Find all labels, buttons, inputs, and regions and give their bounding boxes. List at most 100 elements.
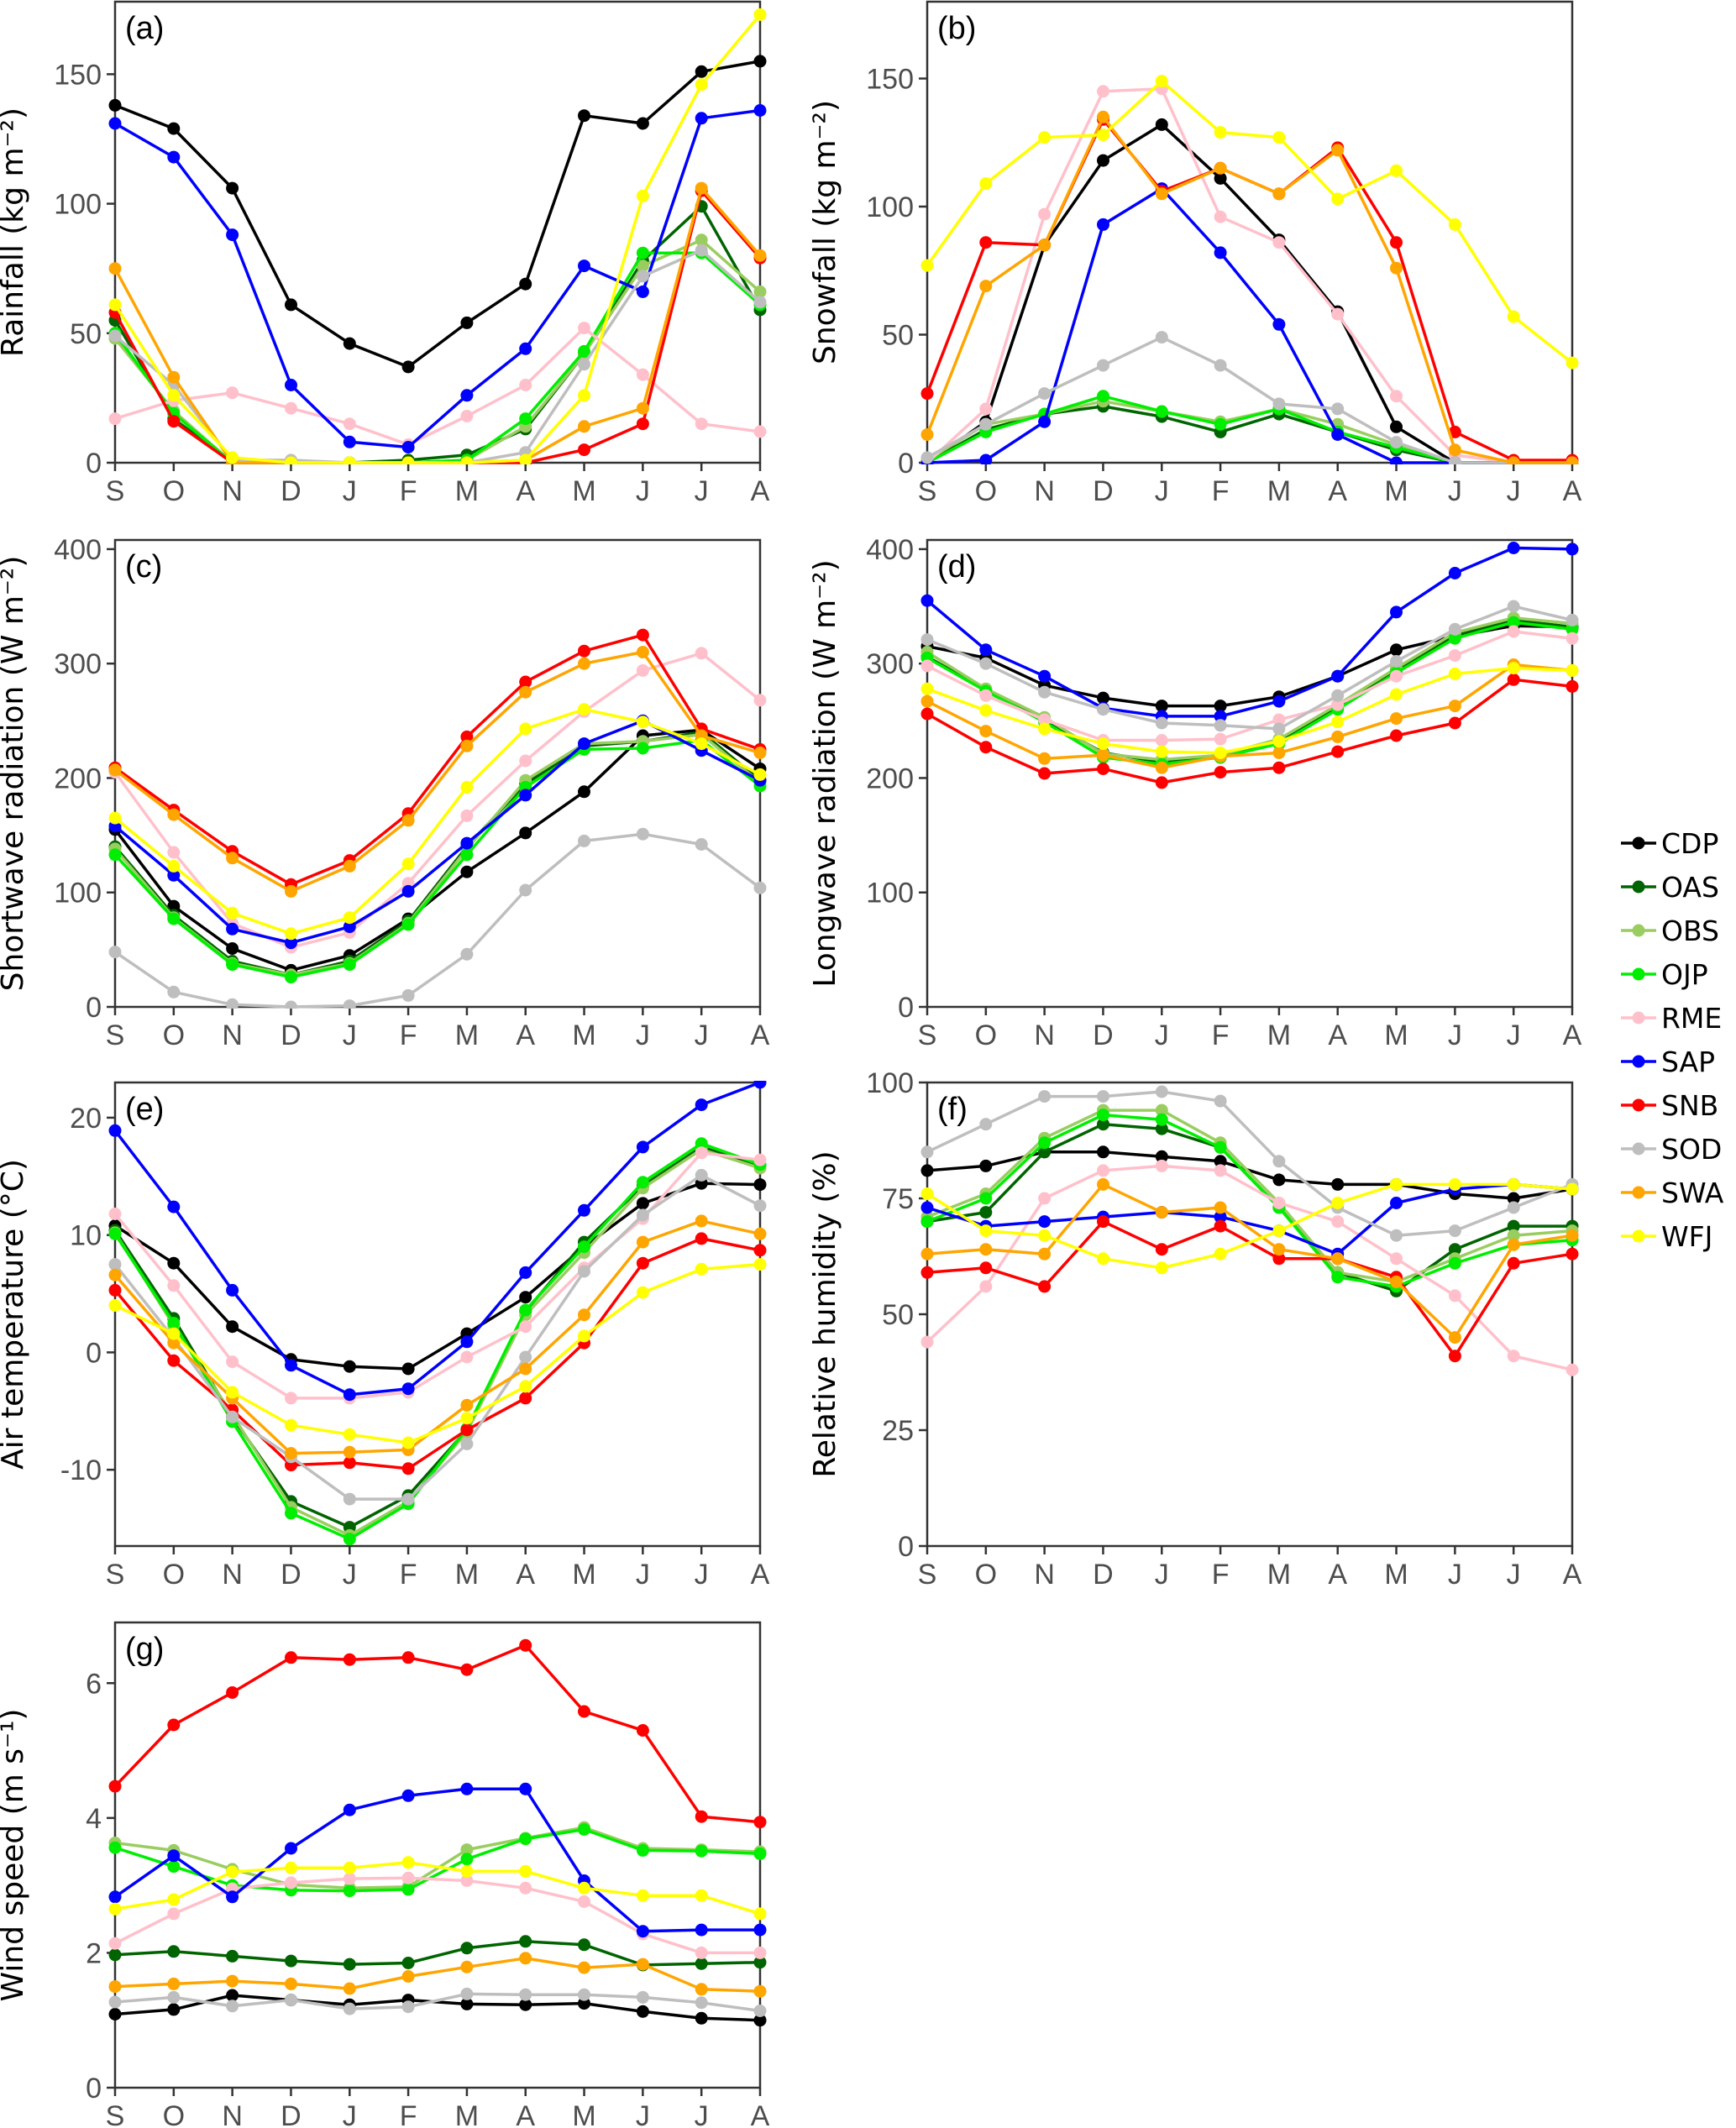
x-tick-label: N bbox=[1034, 475, 1055, 507]
x-tick-label: D bbox=[1093, 1559, 1114, 1591]
series-line-SWA bbox=[113, 1219, 761, 1455]
data-point-SAP bbox=[578, 259, 590, 273]
panel-d: 0 100 200 300 400 S O N D J F M A M J J A Longwave radiat… bbox=[808, 534, 1582, 1051]
legend-label: OJP bbox=[1661, 958, 1708, 991]
data-point-OJP bbox=[1214, 1140, 1227, 1154]
series-line-RME bbox=[926, 1164, 1573, 1371]
data-point-SOD bbox=[1038, 685, 1052, 699]
panel-c: 0 100 200 300 400 S O N D J F M A M J J A Shortwave radia… bbox=[0, 534, 770, 1051]
data-point-RME bbox=[753, 1153, 767, 1166]
data-point-SOD bbox=[108, 946, 122, 959]
data-point-SAP bbox=[1331, 428, 1345, 441]
series-WFJ bbox=[108, 1258, 767, 1449]
x-tick-label: M bbox=[455, 1559, 479, 1591]
data-point-RME bbox=[519, 754, 532, 768]
data-point-SAP bbox=[460, 1335, 474, 1349]
data-point-SWA bbox=[285, 884, 297, 898]
data-point-SAP bbox=[695, 1098, 708, 1112]
series-SOD bbox=[108, 1987, 767, 2017]
data-point-SOD bbox=[343, 2002, 356, 2015]
data-point-SOD bbox=[578, 1988, 590, 2001]
x-tick-label: J bbox=[1155, 475, 1169, 507]
data-point-SWA bbox=[695, 1983, 708, 1996]
data-point-SWA bbox=[578, 420, 590, 433]
series-line-WFJ bbox=[113, 13, 762, 464]
data-point-SAP bbox=[226, 228, 239, 242]
x-tick-label: J bbox=[343, 1019, 357, 1051]
data-point-CDP bbox=[1097, 691, 1109, 705]
data-point-WFJ bbox=[401, 1436, 415, 1449]
data-point-CDP bbox=[401, 360, 415, 374]
x-tick-label: N bbox=[1034, 1019, 1055, 1051]
data-point-WFJ bbox=[695, 1262, 708, 1276]
data-point-SAP bbox=[1390, 605, 1403, 619]
data-point-WFJ bbox=[695, 737, 708, 751]
data-point-SOD bbox=[1390, 1229, 1403, 1242]
data-point-SWA bbox=[167, 1977, 181, 1990]
data-point-SNB bbox=[578, 1705, 590, 1718]
data-point-SNB bbox=[1390, 236, 1403, 249]
data-point-CDP bbox=[226, 942, 239, 955]
data-point-SNB bbox=[636, 628, 649, 642]
data-point-SWA bbox=[753, 1227, 767, 1240]
data-point-SWA bbox=[979, 725, 993, 738]
data-point-SNB bbox=[1097, 763, 1109, 775]
x-tick-label: J bbox=[695, 2100, 709, 2128]
y-tick-label: 50 bbox=[882, 1299, 914, 1331]
data-point-OAS bbox=[401, 1957, 415, 1969]
data-point-SWA bbox=[167, 1336, 181, 1350]
series-line-SAP bbox=[926, 546, 1573, 718]
series-CDP bbox=[108, 1177, 767, 1376]
data-point-RME bbox=[1448, 1289, 1461, 1302]
data-point-RME bbox=[460, 1874, 474, 1887]
data-point-SAP bbox=[108, 117, 122, 130]
data-point-RME bbox=[1390, 390, 1403, 403]
data-point-OAS bbox=[1097, 1118, 1109, 1131]
data-point-SNB bbox=[519, 1638, 532, 1652]
data-point-WFJ bbox=[167, 1893, 181, 1906]
x-tick-label: J bbox=[636, 1559, 650, 1591]
data-point-OJP bbox=[519, 1303, 532, 1317]
data-point-RME bbox=[460, 809, 474, 822]
x-tick-label: O bbox=[163, 2100, 185, 2128]
data-point-SOD bbox=[1448, 622, 1461, 636]
data-point-SAP bbox=[401, 1382, 415, 1396]
series-line-OBS bbox=[926, 616, 1573, 762]
data-point-WFJ bbox=[1038, 1229, 1052, 1242]
data-point-RME bbox=[753, 694, 767, 707]
data-point-SWA bbox=[108, 1268, 122, 1282]
data-point-CDP bbox=[343, 337, 356, 350]
data-point-WFJ bbox=[1272, 735, 1286, 748]
data-point-RME bbox=[343, 1872, 356, 1885]
legend-label: WFJ bbox=[1661, 1220, 1712, 1253]
data-point-SWA bbox=[108, 262, 122, 275]
data-point-WFJ bbox=[1331, 715, 1345, 729]
data-point-SWA bbox=[1214, 1201, 1227, 1214]
data-point-SAP bbox=[1214, 246, 1227, 259]
series-CDP bbox=[108, 1989, 767, 2027]
data-point-WFJ bbox=[979, 704, 993, 717]
data-point-RME bbox=[108, 412, 122, 426]
x-tick-label: J bbox=[636, 2100, 650, 2128]
x-tick-label: J bbox=[636, 475, 650, 507]
data-point-CDP bbox=[1272, 1173, 1286, 1187]
data-point-SOD bbox=[1390, 655, 1403, 668]
data-point-SOD bbox=[401, 1492, 415, 1506]
y-axis-title: Rainfall (kg m⁻²) bbox=[0, 107, 30, 357]
data-point-CDP bbox=[753, 1178, 767, 1192]
data-point-CDP bbox=[753, 55, 767, 68]
data-point-SWA bbox=[636, 1958, 649, 1971]
data-point-SWA bbox=[753, 747, 767, 759]
series-line-CDP bbox=[926, 123, 1572, 464]
data-point-CDP bbox=[578, 1997, 590, 2010]
data-point-SOD bbox=[578, 834, 590, 847]
data-point-SNB bbox=[226, 1686, 239, 1699]
data-point-SWA bbox=[1331, 144, 1345, 157]
data-point-SOD bbox=[578, 1265, 590, 1278]
data-point-SOD bbox=[753, 881, 767, 894]
x-tick-label: J bbox=[695, 1559, 709, 1591]
plot-frame bbox=[926, 1081, 1574, 1548]
data-point-WFJ bbox=[285, 1418, 297, 1432]
data-point-SAP bbox=[753, 1923, 767, 1937]
